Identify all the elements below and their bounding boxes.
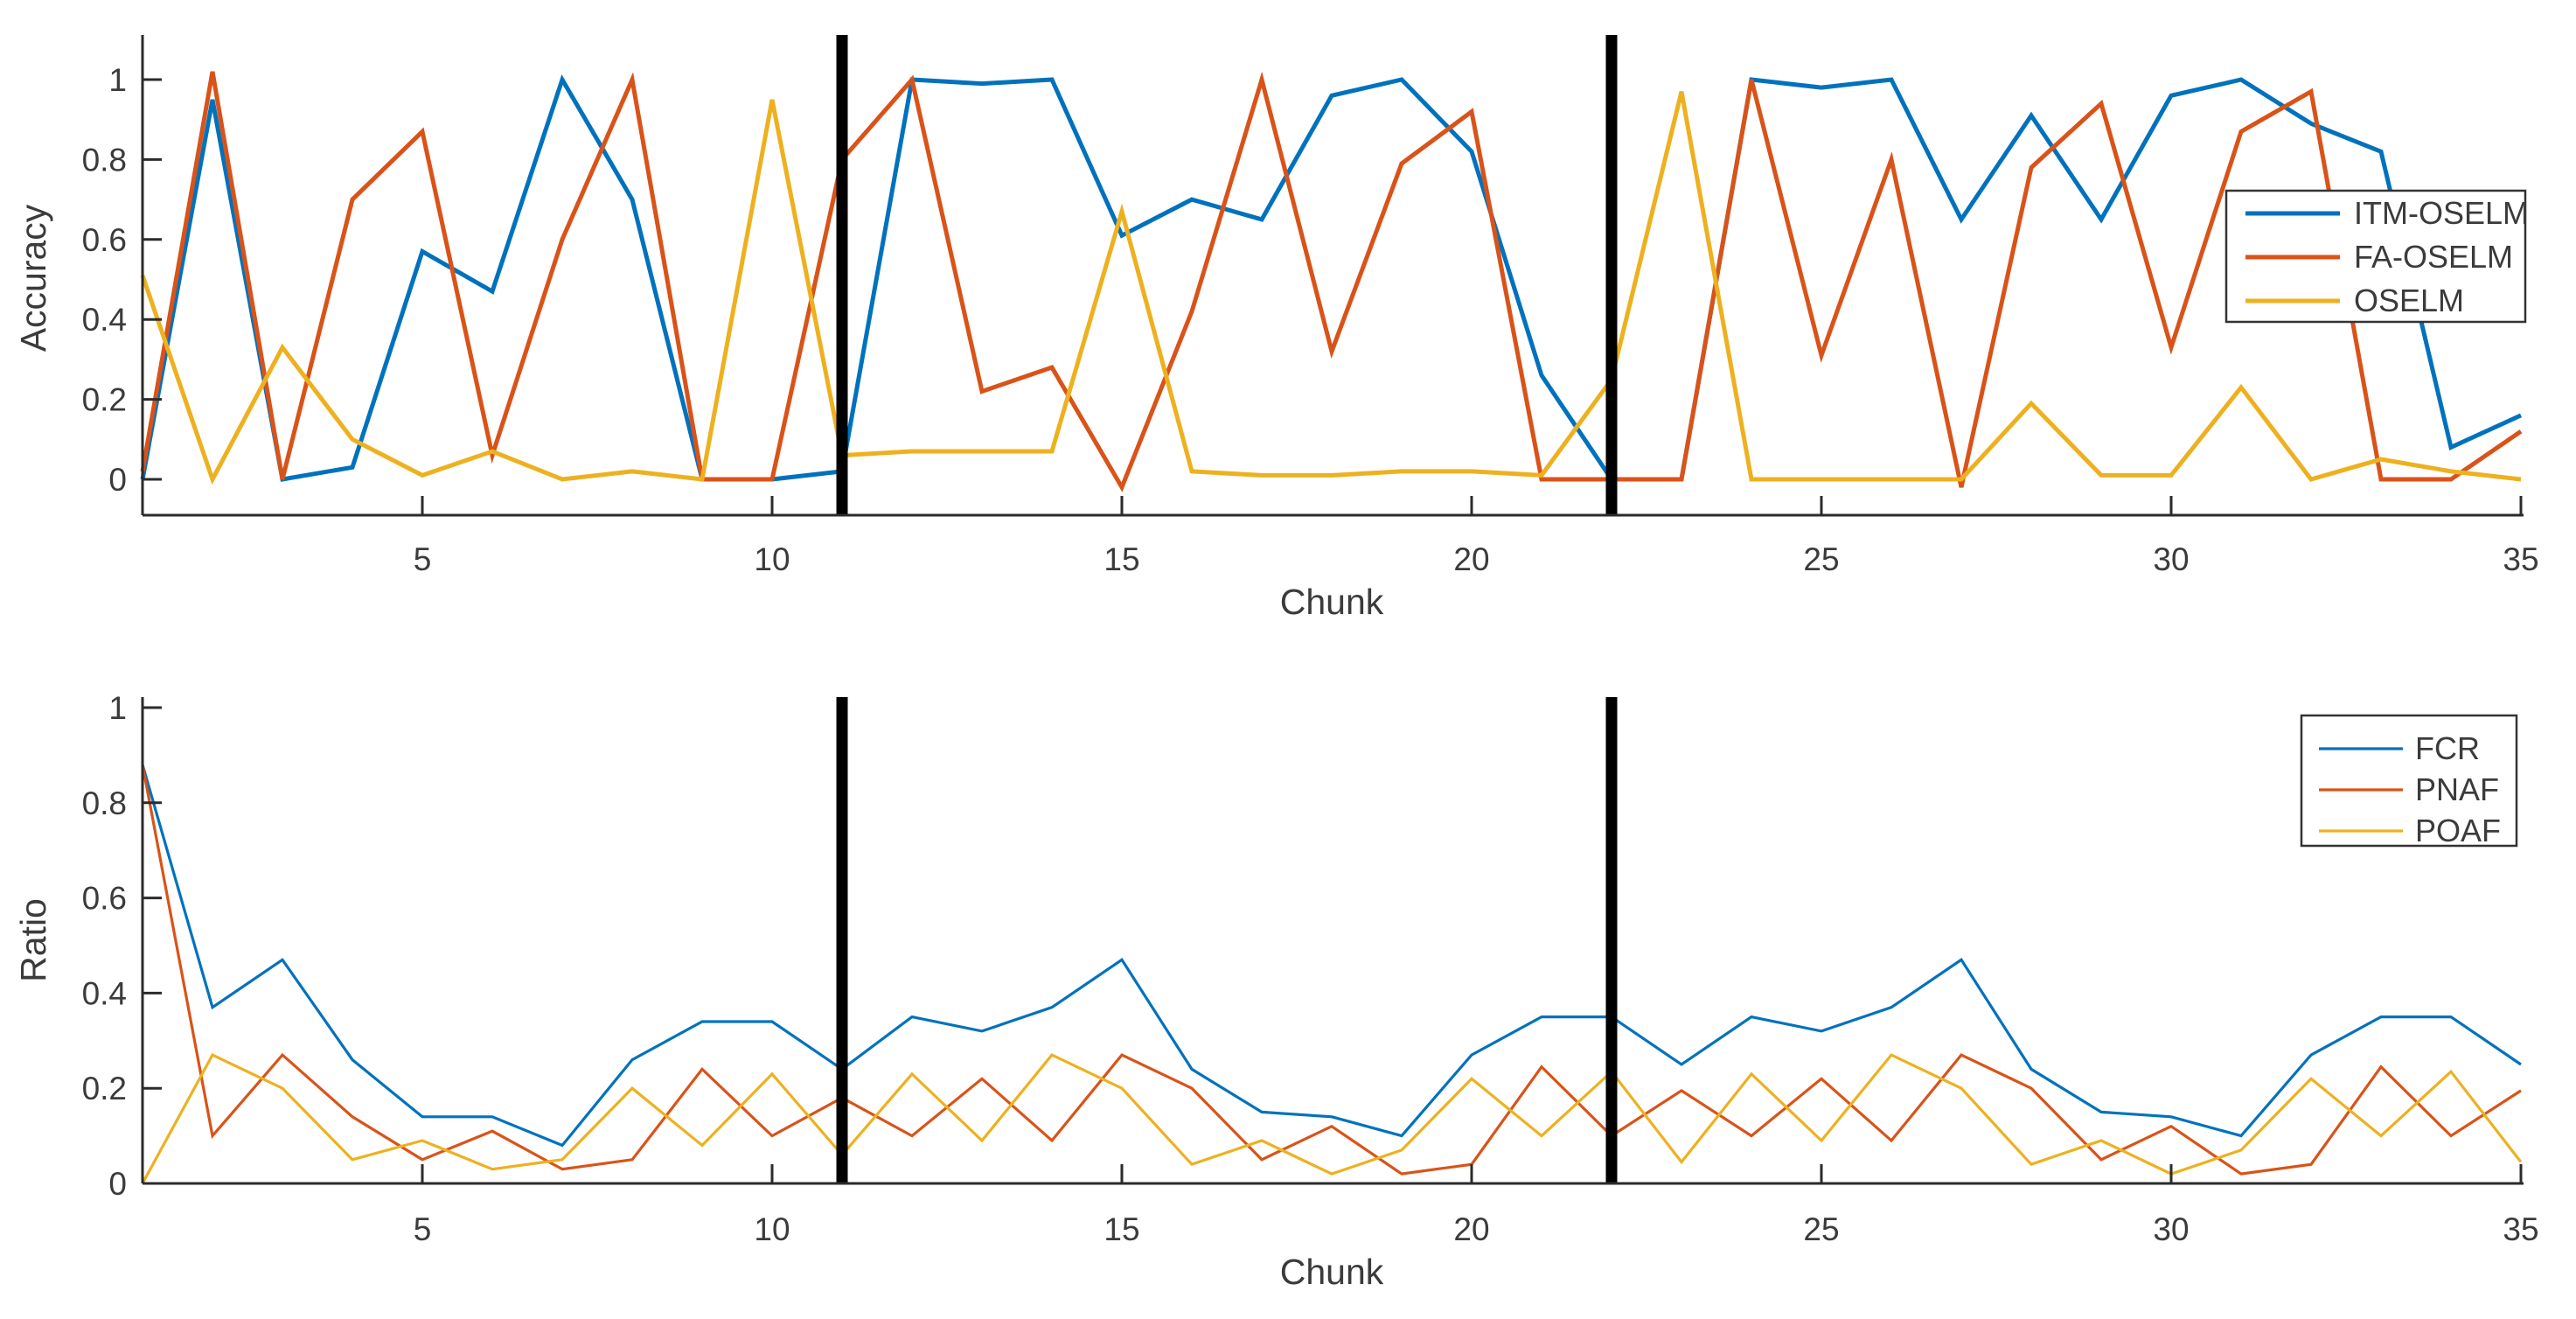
y-tick-label: 0.8 (82, 785, 127, 821)
y-axis-title: Ratio (13, 898, 53, 982)
x-axis-title: Chunk (1280, 1252, 1384, 1292)
x-tick-label: 10 (754, 1211, 790, 1247)
accuracy-chart: 5 10 15 20 25 30 35 0 0.2 0.4 0.6 0.8 1 Chunk Accuracy… (13, 35, 2539, 622)
itm-oselm-legend-label: ITM-OSELM (2354, 195, 2529, 231)
y-tick-label: 0 (108, 462, 127, 498)
fcr-legend-label: FCR (2415, 730, 2480, 766)
y-tick-label: 0.4 (82, 975, 127, 1011)
y-tick-label: 0 (108, 1166, 127, 1202)
x-tick-label: 10 (754, 541, 790, 577)
x-tick-label: 30 (2153, 541, 2189, 577)
fcr-series-line (141, 764, 2522, 1148)
x-tick-label: 20 (1453, 1211, 1489, 1247)
y-tick-label: 0.8 (82, 142, 127, 178)
x-tick-label: 5 (414, 1211, 432, 1247)
pnaf-legend-label: PNAF (2415, 771, 2499, 807)
itm-oselm-series-line (140, 73, 2523, 482)
x-axis-title: Chunk (1280, 582, 1384, 622)
y-tick-label: 1 (108, 62, 127, 98)
legend-frame (2300, 714, 2518, 848)
y-tick-label: 0.6 (82, 222, 127, 258)
y-tick-label: 0.6 (82, 881, 127, 917)
ratio-chart: 5 10 15 20 25 30 35 0 0.2 0.4 0.6 0.8 1 Chunk Ratio FCR… (13, 690, 2539, 1292)
y-tick-label: 0.4 (82, 302, 127, 338)
legend-box: FCR PNAF POAF (2300, 714, 2518, 848)
fa-oselm-series-line (140, 71, 2523, 492)
x-tick-label: 15 (1104, 1211, 1139, 1247)
poaf-series-line (141, 1053, 2523, 1184)
x-tick-label: 25 (1803, 1211, 1839, 1247)
y-tick-label: 0.2 (82, 1071, 127, 1106)
x-tick-label: 35 (2503, 1211, 2538, 1247)
y-tick-label: 0.2 (82, 382, 127, 418)
x-tick-label: 30 (2153, 1211, 2189, 1247)
legend-box: ITM-OSELM FA-OSELM OSELM (2224, 189, 2529, 324)
poaf-legend-label: POAF (2415, 813, 2501, 848)
pnaf-series-line (141, 764, 2522, 1176)
oselm-series-line (140, 91, 2522, 485)
x-tick-label: 20 (1453, 541, 1489, 577)
y-tick-label: 1 (108, 690, 127, 726)
fa-oselm-legend-label: FA-OSELM (2354, 239, 2513, 275)
oselm-legend-label: OSELM (2354, 283, 2464, 318)
x-tick-label: 25 (1803, 541, 1839, 577)
x-tick-label: 15 (1104, 541, 1139, 577)
x-tick-label: 35 (2503, 541, 2538, 577)
y-axis-title: Accuracy (13, 204, 53, 352)
x-tick-label: 5 (414, 541, 432, 577)
